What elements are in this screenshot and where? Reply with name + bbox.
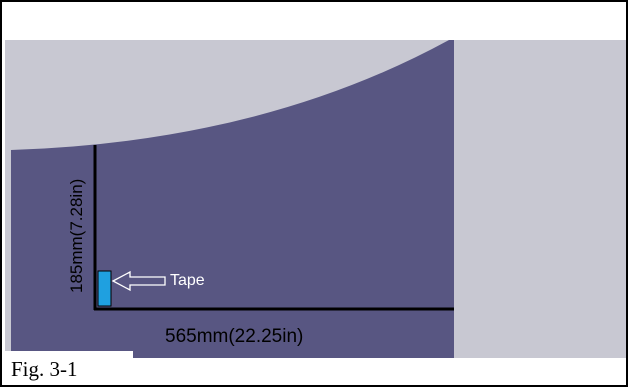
figure-caption: Fig. 3-1 [5, 351, 133, 385]
width-dimension-label: 565mm(22.25in) [165, 326, 303, 347]
tape-marker [97, 270, 112, 307]
tape-label: Tape [170, 272, 205, 289]
tape-arrow-icon [111, 270, 166, 292]
height-dimension-label: 185mm(7.28in) [67, 179, 86, 293]
